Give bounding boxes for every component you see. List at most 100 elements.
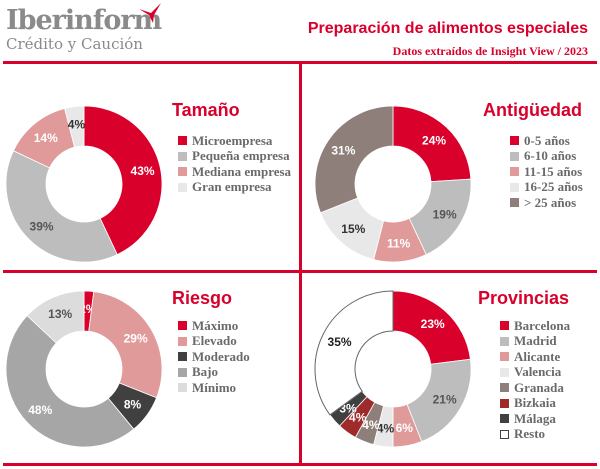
slice-label: 48% <box>28 403 52 417</box>
slice-label: 14% <box>34 131 58 145</box>
legend-label: Bizkaia <box>514 395 556 411</box>
slice-label: 4% <box>68 117 86 131</box>
legend-label: Bajo <box>192 364 218 380</box>
brand-subtitle: Crédito y Caución <box>6 35 143 53</box>
slice-riesgo-1 <box>88 291 163 399</box>
slice-antiguedad-4 <box>314 105 394 214</box>
slice-label: 43% <box>131 164 155 178</box>
slice-label: 23% <box>421 317 445 331</box>
brand-name: Iberinform <box>6 5 162 36</box>
slice-tamano-0 <box>83 105 163 256</box>
legend-swatch <box>510 136 519 146</box>
slice-label: 24% <box>422 133 446 147</box>
legend-swatch <box>178 136 187 146</box>
chart-title-riesgo: Riesgo <box>172 288 233 308</box>
slice-label: 21% <box>433 393 457 407</box>
legend-label: Gran empresa <box>192 179 272 195</box>
legend-item: Barcelona <box>500 318 570 334</box>
slice-riesgo-4 <box>26 290 85 344</box>
legend-swatch <box>178 151 187 161</box>
divider-top <box>3 61 597 64</box>
legend-swatch <box>500 321 509 331</box>
slice-label: 4% <box>362 418 380 432</box>
slice-label: 39% <box>30 219 54 233</box>
legend-label: 16-25 años <box>524 179 583 195</box>
legend-label: 6-10 años <box>524 148 577 164</box>
page-subtitle: Datos extraídos de Insight View / 2023 <box>392 44 588 58</box>
legend-item: Madrid <box>500 333 570 350</box>
legend-item: Valencia <box>500 364 570 381</box>
legend-swatch <box>500 414 509 424</box>
legend-label: Microempresa <box>192 132 273 148</box>
legend-swatch <box>510 151 519 161</box>
slice-riesgo-3 <box>5 315 135 448</box>
slice-provincias-0 <box>392 290 471 365</box>
slice-label: 15% <box>341 222 365 236</box>
legend-swatch <box>500 398 509 408</box>
slice-label: 35% <box>328 335 352 349</box>
legend-label: Mediana empresa <box>192 163 292 179</box>
legend-label: Pequeña empresa <box>192 148 290 164</box>
legend-label: 11-15 años <box>524 163 583 179</box>
slice-label: 31% <box>331 143 355 157</box>
legend-item: Elevado <box>178 333 250 350</box>
slice-label: 29% <box>124 331 148 345</box>
divider-vertical <box>299 63 302 465</box>
logo-bird-icon <box>139 3 161 23</box>
legend-swatch <box>500 352 509 362</box>
legend-item: Gran empresa <box>178 179 291 196</box>
legend-label: Resto <box>514 426 546 442</box>
legend-label: Alicante <box>514 348 561 364</box>
slice-label: 8% <box>124 397 142 411</box>
legend-item: Moderado <box>178 349 250 365</box>
slice-tamano-1 <box>5 150 118 263</box>
legend-antiguedad: 0-5 años 6-10 años 11-15 años 16-25 años > 2… <box>510 133 583 211</box>
chart-title-provincias: Provincias <box>478 288 570 308</box>
legend-item: Bajo <box>178 364 250 381</box>
legend-item: Microempresa <box>178 133 291 149</box>
legend-item: Resto <box>500 426 570 443</box>
legend-item: Málaga <box>500 411 570 427</box>
legend-swatch <box>178 182 187 192</box>
legend-item: Mínimo <box>178 380 250 396</box>
slice-label: 4% <box>349 411 367 425</box>
legend-item: 6-10 años <box>510 148 583 165</box>
legend-provincias: Barcelona Madrid Alicante Valencia Granada Bi… <box>500 318 570 442</box>
legend-item: > 25 años <box>510 195 583 211</box>
chart-title-antiguedad: Antigüedad <box>483 100 582 120</box>
legend-item: Pequeña empresa <box>178 148 291 165</box>
legend-swatch <box>510 167 519 177</box>
chart-title-tamano: Tamaño <box>172 100 240 120</box>
legend-label: Barcelona <box>514 317 571 333</box>
slice-label: 6% <box>396 421 414 435</box>
legend-item: 16-25 años <box>510 179 583 196</box>
legend-label: Valencia <box>514 364 562 380</box>
slice-label: 11% <box>387 237 411 251</box>
legend-label: Moderado <box>192 348 250 364</box>
slice-label: 4% <box>377 422 395 436</box>
legend-swatch <box>178 352 187 362</box>
legend-label: 0-5 años <box>524 132 570 148</box>
legend-label: > 25 años <box>524 194 577 210</box>
legend-item: Granada <box>500 380 570 396</box>
legend-swatch <box>500 383 509 393</box>
divider-middle <box>3 270 597 273</box>
legend-label: Madrid <box>514 333 557 349</box>
legend-item: Alicante <box>500 349 570 365</box>
legend-swatch <box>510 198 519 208</box>
legend-swatch <box>500 367 509 377</box>
legend-label: Mínimo <box>192 379 237 395</box>
legend-label: Máximo <box>192 317 239 333</box>
legend-item: Mediana empresa <box>178 164 291 180</box>
legend-item: Máximo <box>178 318 250 334</box>
divider-bottom <box>3 463 597 466</box>
legend-swatch <box>510 182 519 192</box>
legend-label: Málaga <box>514 410 556 426</box>
slice-label: 13% <box>48 307 72 321</box>
logo: Iberinform Crédito y Caución <box>6 3 162 53</box>
legend-riesgo: Máximo Elevado Moderado Bajo Mínimo <box>178 318 250 396</box>
slice-label: 19% <box>433 208 457 222</box>
